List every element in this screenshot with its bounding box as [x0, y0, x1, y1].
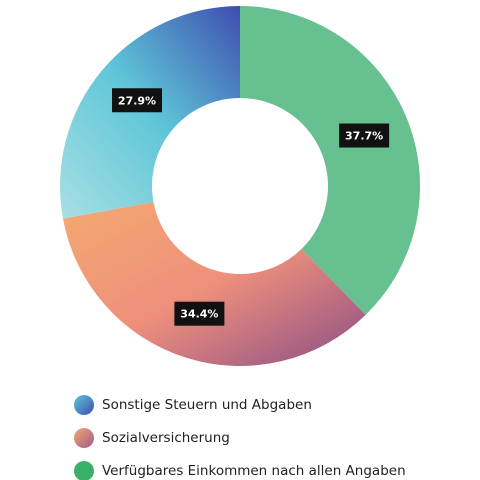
legend-swatch-verfuegbares-einkommen	[74, 460, 94, 480]
data-label-text-verfuegbares-einkommen: 37.7%	[345, 129, 383, 142]
data-label-box-sonstige-steuern	[112, 88, 163, 113]
legend-swatch-sonstige-steuern	[74, 394, 94, 415]
donut-slice-sonstige-steuern[interactable]	[59, 6, 240, 219]
legend-label-sozialversicherung: Sozialversicherung	[102, 429, 230, 446]
donut-slice-verfuegbares-einkommen[interactable]	[240, 6, 420, 315]
data-label-box-sozialversicherung	[174, 301, 225, 326]
legend-label-verfuegbares-einkommen: Verfügbares Einkommen nach allen Angaben	[102, 462, 406, 479]
legend-item-sonstige-steuern[interactable]: Sonstige Steuern und Abgaben	[74, 388, 406, 421]
donut-chart-plot: 37.7% 34.4% 27.9%	[59, 6, 420, 366]
data-label-text-sozialversicherung: 34.4%	[180, 308, 218, 321]
donut-slice-sozialversicherung[interactable]	[62, 201, 366, 366]
data-label-sonstige-steuern: 27.9%	[112, 88, 163, 113]
chart-legend: Sonstige Steuern und Abgaben Sozialversi…	[74, 388, 406, 480]
data-label-verfuegbares-einkommen: 37.7%	[339, 123, 390, 148]
legend-swatch-sozialversicherung	[74, 427, 94, 448]
legend-label-sonstige-steuern: Sonstige Steuern und Abgaben	[102, 396, 312, 413]
data-label-sozialversicherung: 34.4%	[174, 301, 225, 326]
legend-item-verfuegbares-einkommen[interactable]: Verfügbares Einkommen nach allen Angaben	[74, 454, 406, 480]
data-label-box-verfuegbares-einkommen	[339, 123, 390, 148]
data-label-text-sonstige-steuern: 27.9%	[118, 94, 156, 107]
legend-item-sozialversicherung[interactable]: Sozialversicherung	[74, 421, 406, 454]
